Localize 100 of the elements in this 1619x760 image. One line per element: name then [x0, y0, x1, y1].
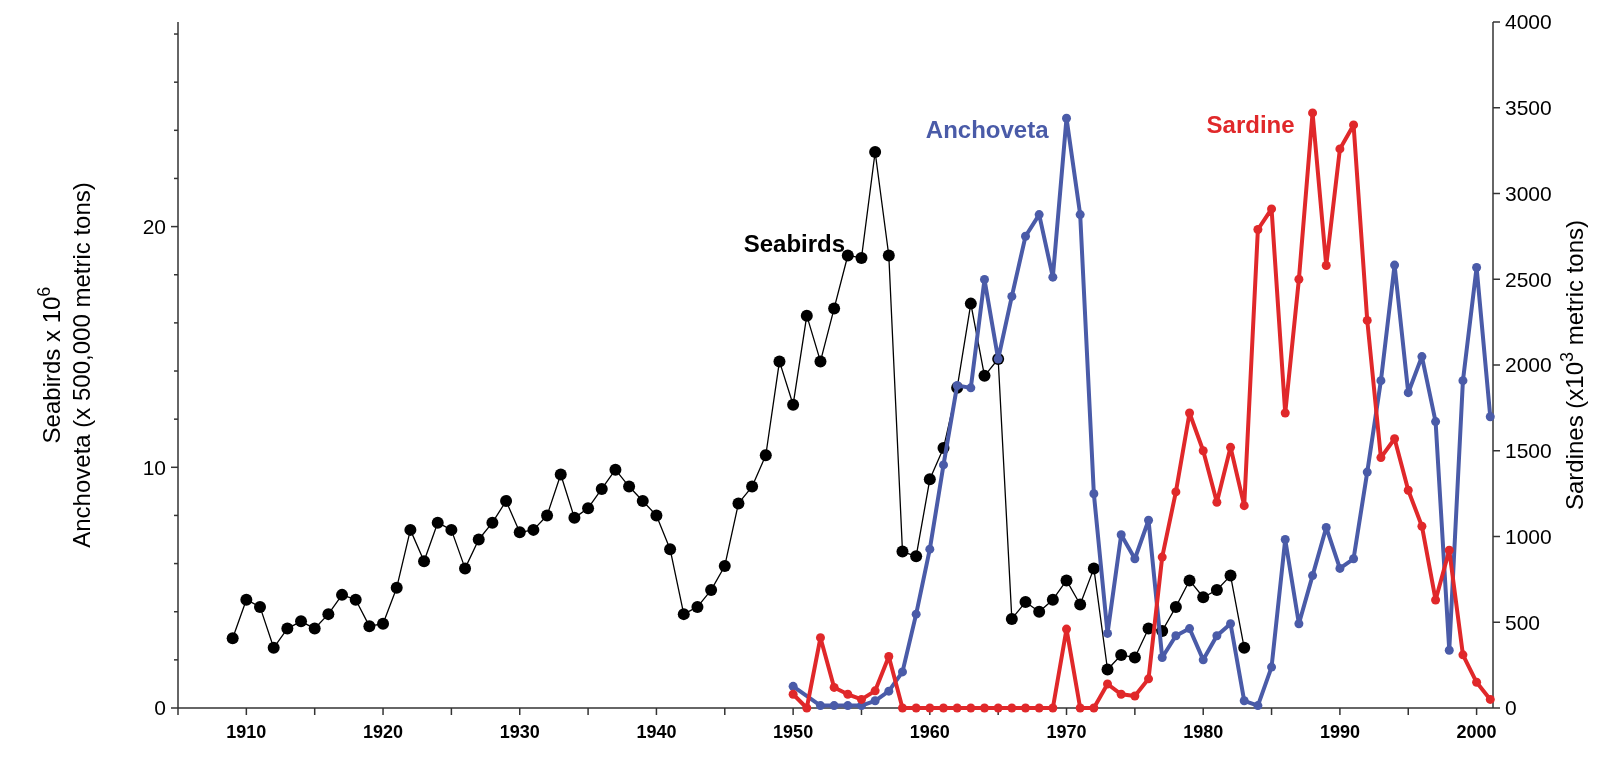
- point: [1212, 631, 1222, 641]
- x-tick-label: 1950: [773, 722, 814, 742]
- y-axis-title: Seabirds x 10$^{6}$ Anchoveta (x 500,000 metric tons): [34, 182, 95, 548]
- y2-tick-label: 1000: [1505, 524, 1552, 548]
- y-tick-label: 0: [154, 696, 166, 720]
- point: [1267, 662, 1277, 672]
- point: [1294, 274, 1304, 284]
- point: [952, 703, 962, 713]
- point: [815, 701, 825, 711]
- point: [1048, 272, 1058, 282]
- point: [993, 703, 1003, 713]
- point: [802, 703, 812, 713]
- point: [1444, 545, 1454, 555]
- point: [829, 682, 839, 692]
- point: [1335, 144, 1345, 154]
- point: [884, 686, 894, 696]
- point: [1403, 388, 1413, 398]
- point: [1239, 501, 1249, 511]
- point: [1472, 263, 1482, 273]
- point: [897, 667, 907, 677]
- point: [1349, 554, 1359, 564]
- point: [925, 544, 935, 554]
- point: [1103, 679, 1113, 689]
- point: [870, 686, 880, 696]
- point: [829, 701, 839, 711]
- point: [1349, 120, 1359, 130]
- point: [1239, 696, 1249, 706]
- point: [1048, 703, 1058, 713]
- x-tick-label: 1940: [636, 722, 677, 742]
- point: [788, 681, 798, 691]
- point: [1294, 619, 1304, 629]
- series-label: Anchoveta: [925, 116, 1050, 144]
- point: [1198, 446, 1208, 456]
- point: [1458, 650, 1468, 660]
- y2-tick-label: 1500: [1505, 439, 1552, 463]
- point: [843, 689, 853, 699]
- point: [1308, 108, 1318, 118]
- point: [938, 460, 948, 470]
- point: [1144, 515, 1154, 525]
- point: [1267, 204, 1277, 214]
- point: [1171, 487, 1181, 497]
- point: [1362, 315, 1372, 325]
- point: [1007, 703, 1017, 713]
- point: [1185, 624, 1195, 634]
- x-tick-label: 1970: [1046, 722, 1087, 742]
- point: [1021, 231, 1031, 241]
- point: [1253, 225, 1263, 235]
- point: [1021, 703, 1031, 713]
- point: [1472, 677, 1482, 687]
- point: [1075, 210, 1085, 220]
- point: [1130, 554, 1140, 564]
- point: [938, 703, 948, 713]
- point: [815, 633, 825, 643]
- series-label: Sardine: [1206, 110, 1295, 138]
- x-tick-label: 1980: [1183, 722, 1224, 742]
- point: [1390, 260, 1400, 270]
- point: [843, 701, 853, 711]
- x-tick-label: 1930: [499, 722, 540, 742]
- point: [1431, 595, 1441, 605]
- x-tick-label: 1910: [226, 722, 267, 742]
- y2-tick-label: 4000: [1505, 10, 1552, 34]
- y-tick-label: 20: [142, 214, 166, 238]
- point: [1075, 703, 1085, 713]
- point: [1089, 703, 1099, 713]
- point: [1157, 652, 1167, 662]
- point: [1185, 408, 1195, 418]
- point: [856, 694, 866, 704]
- point: [1403, 485, 1413, 495]
- point: [1062, 113, 1072, 123]
- point: [1376, 453, 1386, 463]
- point: [1335, 563, 1345, 573]
- point: [1212, 497, 1222, 507]
- point: [1062, 624, 1072, 634]
- point: [1485, 694, 1495, 704]
- point: [1130, 691, 1140, 701]
- series-label: Seabirds: [743, 229, 846, 257]
- point: [1417, 352, 1427, 362]
- point: [897, 703, 907, 713]
- x-tick-label: 2000: [1456, 722, 1497, 742]
- point: [870, 696, 880, 706]
- point: [1089, 489, 1099, 499]
- point: [1171, 631, 1181, 641]
- y2-tick-label: 0: [1505, 696, 1517, 720]
- point: [966, 383, 976, 393]
- point: [1458, 376, 1468, 386]
- point: [1485, 412, 1495, 422]
- point: [1157, 552, 1167, 562]
- y2-tick-label: 500: [1505, 610, 1541, 634]
- point: [1431, 417, 1441, 427]
- point: [788, 689, 798, 699]
- point: [925, 703, 935, 713]
- point: [1280, 408, 1290, 418]
- point: [1390, 434, 1400, 444]
- point: [1116, 689, 1126, 699]
- point: [1007, 291, 1017, 301]
- y-tick-label: 10: [142, 455, 166, 479]
- point: [1321, 522, 1331, 532]
- point: [1103, 628, 1113, 638]
- point: [1308, 571, 1318, 581]
- point: [980, 703, 989, 713]
